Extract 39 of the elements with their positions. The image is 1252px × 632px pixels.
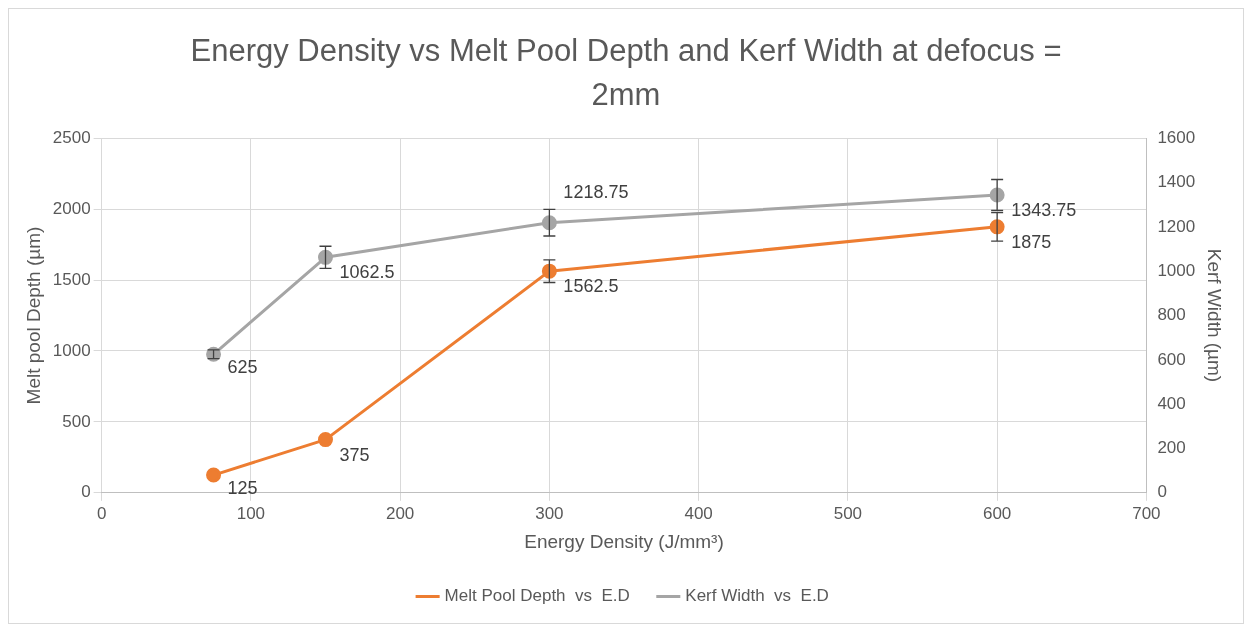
legend-label: Melt Pool Depth vs E.D bbox=[444, 586, 630, 606]
y-tick-label: 500 bbox=[62, 411, 91, 431]
x-tick-label: 700 bbox=[1132, 503, 1161, 523]
chart-title: Energy Density vs Melt Pool Depth and Kerf Width at defocus = 2mm bbox=[189, 32, 1063, 114]
y2-axis-title: Kerf Width (µm) bbox=[1204, 248, 1226, 383]
y-axis-title: Melt pool Depth (µm) bbox=[22, 226, 44, 405]
data-label: 1218.75 bbox=[563, 181, 629, 202]
y-tick-label: 0 bbox=[81, 482, 91, 502]
data-label: 1343.75 bbox=[1011, 199, 1077, 220]
x-tick-label: 0 bbox=[96, 503, 107, 523]
y-tick-label: 2000 bbox=[52, 198, 91, 218]
data-label: 625 bbox=[227, 357, 258, 378]
y2-tick-label: 1600 bbox=[1157, 127, 1196, 147]
data-label: 375 bbox=[339, 444, 370, 465]
y2-tick-label: 1000 bbox=[1157, 260, 1196, 280]
data-label: 125 bbox=[227, 478, 258, 499]
y2-tick-label: 200 bbox=[1157, 438, 1186, 458]
legend-label: Kerf Width vs E.D bbox=[685, 586, 829, 606]
data-label: 1562.5 bbox=[563, 276, 619, 297]
y2-tick-label: 400 bbox=[1157, 393, 1186, 413]
x-tick-label: 600 bbox=[982, 503, 1012, 523]
x-tick-label: 500 bbox=[833, 503, 863, 523]
x-tick-label: 100 bbox=[236, 503, 266, 523]
x-tick-label: 300 bbox=[535, 503, 564, 523]
y2-tick-label: 800 bbox=[1157, 305, 1186, 325]
x-tick-label: 200 bbox=[385, 503, 415, 523]
x-tick-label: 400 bbox=[684, 503, 713, 523]
data-label: 1875 bbox=[1011, 231, 1052, 252]
point bbox=[318, 432, 333, 448]
y2-tick-label: 600 bbox=[1157, 349, 1186, 369]
data-label: 1062.5 bbox=[339, 262, 395, 283]
y-tick-label: 1500 bbox=[52, 269, 91, 289]
point bbox=[206, 467, 222, 483]
y2-tick-label: 1200 bbox=[1157, 216, 1196, 236]
y-tick-label: 2500 bbox=[52, 127, 91, 147]
y-tick-label: 1000 bbox=[52, 340, 91, 360]
y2-tick-label: 0 bbox=[1157, 482, 1167, 502]
y2-tick-label: 1400 bbox=[1157, 172, 1196, 192]
x-axis-title: Energy Density (J/mm³) bbox=[524, 530, 724, 552]
